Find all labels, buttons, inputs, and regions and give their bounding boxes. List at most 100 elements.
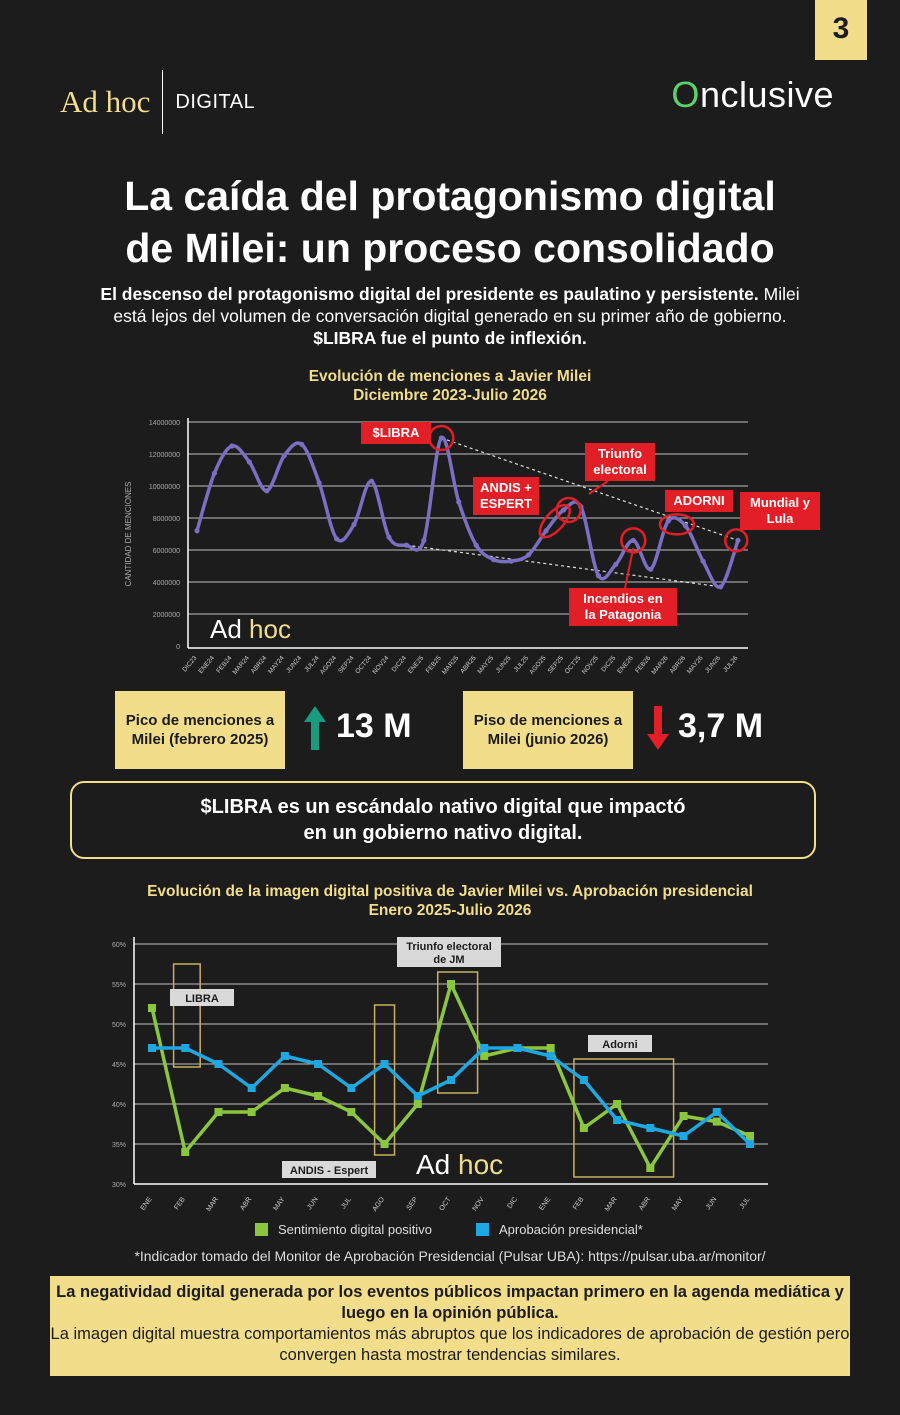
mentions-point bbox=[560, 507, 567, 513]
event-box bbox=[172, 963, 201, 1068]
mentions-point bbox=[508, 558, 514, 564]
annotation-connector bbox=[588, 480, 609, 495]
approval-chart: 30% 35% 40% 45% 50% 55% 60% ENE FEB MAR ABR MAY JUN J… bbox=[112, 937, 768, 1213]
y-tick-label: 50% bbox=[112, 1022, 126, 1029]
sentiment-point bbox=[413, 1100, 422, 1108]
x-tick-label: OCT bbox=[438, 1196, 453, 1213]
chart1-title: Evolución de menciones a Javier Milei Di… bbox=[308, 368, 592, 404]
y-tick-label: 8000000 bbox=[153, 516, 180, 523]
x-tick-label: JUL26 bbox=[722, 654, 740, 673]
y-tick-label: 10000000 bbox=[149, 484, 180, 491]
x-tick-label: JUN24 bbox=[285, 654, 303, 674]
x-tick-label: MAY24 bbox=[267, 654, 286, 675]
highlight-ring bbox=[555, 496, 582, 524]
y-tick-label: 30% bbox=[112, 1182, 126, 1189]
approval-point bbox=[280, 1052, 289, 1060]
sentiment-point bbox=[247, 1108, 256, 1116]
annotation-triunfo: Triunfo bbox=[598, 446, 642, 461]
x-tick-label: JUN26 bbox=[704, 654, 722, 674]
arrow-up-icon bbox=[304, 706, 326, 750]
annotation-andis: ESPERT bbox=[480, 496, 532, 511]
approval-point bbox=[447, 1076, 455, 1084]
approval-point bbox=[314, 1060, 323, 1068]
legend-blue: Aprobación presidencial* bbox=[476, 1222, 643, 1237]
y-tick-label: 4000000 bbox=[153, 580, 180, 587]
page-title: La caída del protagonismo digital de Mil… bbox=[124, 173, 776, 271]
approval-line bbox=[152, 1046, 752, 1146]
annotation-triunfo: Triunfo electoral bbox=[406, 941, 492, 953]
approval-point bbox=[679, 1132, 688, 1140]
quote-box: $LIBRA es un escándalo nativo digital qu… bbox=[70, 781, 816, 859]
trend-line-bottom bbox=[406, 544, 721, 588]
annotation-mundial: Lula bbox=[767, 511, 794, 526]
highlight-ring bbox=[724, 528, 749, 553]
mentions-chart: 0 2000000 4000000 6000000 8000000 10000000 120… bbox=[124, 418, 820, 676]
x-tick-label: NOV25 bbox=[581, 655, 600, 676]
annotation-adorni: Adorni bbox=[602, 1039, 637, 1051]
x-tick-label: MAY bbox=[272, 1196, 286, 1212]
sentiment-point bbox=[447, 980, 455, 988]
annotation-andis-espert: ANDIS - Espert bbox=[290, 1165, 369, 1177]
x-tick-label: MAR bbox=[205, 1196, 220, 1213]
annotation-mundial: Mundial y bbox=[750, 495, 811, 510]
x-tick-label: JUN bbox=[306, 1196, 320, 1211]
x-tick-label: OCT25 bbox=[564, 654, 583, 675]
x-tick-label: MAR bbox=[604, 1196, 619, 1213]
x-tick-label: FEB bbox=[572, 1196, 586, 1211]
highlight-ring bbox=[538, 503, 571, 539]
y-tick-label: 45% bbox=[112, 1062, 126, 1069]
x-tick-label: FEB bbox=[173, 1196, 187, 1211]
mentions-point bbox=[211, 470, 218, 476]
approval-point bbox=[347, 1084, 356, 1092]
mentions-point bbox=[717, 584, 724, 590]
chart2-title: Evolución de la imagen digital positiva … bbox=[147, 883, 753, 919]
x-tick-label: OCT24 bbox=[354, 654, 373, 675]
y-axis-title: CANTIDAD DE MENCIONES bbox=[124, 482, 133, 587]
trend-line-top bbox=[441, 437, 739, 541]
y-tick-label: 60% bbox=[112, 942, 126, 949]
approval-point bbox=[148, 1044, 156, 1052]
mentions-point bbox=[683, 523, 689, 529]
approval-point bbox=[480, 1044, 489, 1052]
x-tick-label: ENE bbox=[538, 1196, 552, 1212]
mentions-point bbox=[473, 542, 479, 548]
mentions-point bbox=[665, 518, 671, 524]
y-tick-label: 6000000 bbox=[153, 548, 180, 555]
x-tick-label: SEP24 bbox=[337, 655, 356, 675]
x-tick-label: MAY25 bbox=[476, 654, 495, 675]
mentions-point bbox=[229, 443, 235, 449]
y-tick-label: 2000000 bbox=[153, 612, 180, 619]
sentiment-point bbox=[746, 1132, 754, 1140]
y-tick-label: 55% bbox=[112, 982, 126, 989]
annotation-andis-box bbox=[473, 477, 539, 515]
event-box bbox=[573, 1058, 675, 1178]
annotation-adorni-box bbox=[588, 1035, 652, 1052]
footnote: *Indicador tomado del Monitor de Aprobac… bbox=[134, 1248, 766, 1264]
conclusion-box: La negatividad digital generada por los … bbox=[50, 1276, 850, 1376]
brand-subtitle: DIGITAL bbox=[175, 90, 256, 113]
peak-label: Pico de menciones a Milei (febrero 2025) bbox=[115, 691, 285, 769]
mentions-point bbox=[421, 537, 427, 543]
y-tick-label: 40% bbox=[112, 1102, 126, 1109]
x-tick-label: ABR24 bbox=[250, 655, 269, 676]
onclusive-logo: Onclusive bbox=[671, 74, 834, 115]
watermark-ad: Ad hoc bbox=[210, 614, 291, 644]
x-tick-label: ENE bbox=[140, 1196, 154, 1212]
mentions-point bbox=[700, 558, 706, 564]
annotation-triunfo-box bbox=[585, 443, 655, 481]
page-number: 3 bbox=[815, 0, 867, 60]
mentions-point bbox=[648, 566, 654, 572]
x-tick-label: ENE25 bbox=[407, 655, 426, 676]
x-tick-label: JUN bbox=[705, 1196, 719, 1211]
mentions-point bbox=[351, 521, 357, 527]
sentiment-point bbox=[148, 1004, 156, 1012]
watermark-ad: Ad hoc bbox=[416, 1149, 503, 1180]
annotation-adorni: ADORNI bbox=[673, 493, 724, 508]
approval-point bbox=[646, 1124, 655, 1132]
sentiment-point bbox=[679, 1112, 688, 1120]
sentiment-point bbox=[546, 1044, 555, 1052]
sentiment-point bbox=[347, 1108, 356, 1116]
x-tick-label: MAR24 bbox=[232, 655, 252, 676]
annotation-incendios: la Patagonia bbox=[585, 607, 662, 622]
x-tick-label: ABR25 bbox=[459, 655, 478, 676]
